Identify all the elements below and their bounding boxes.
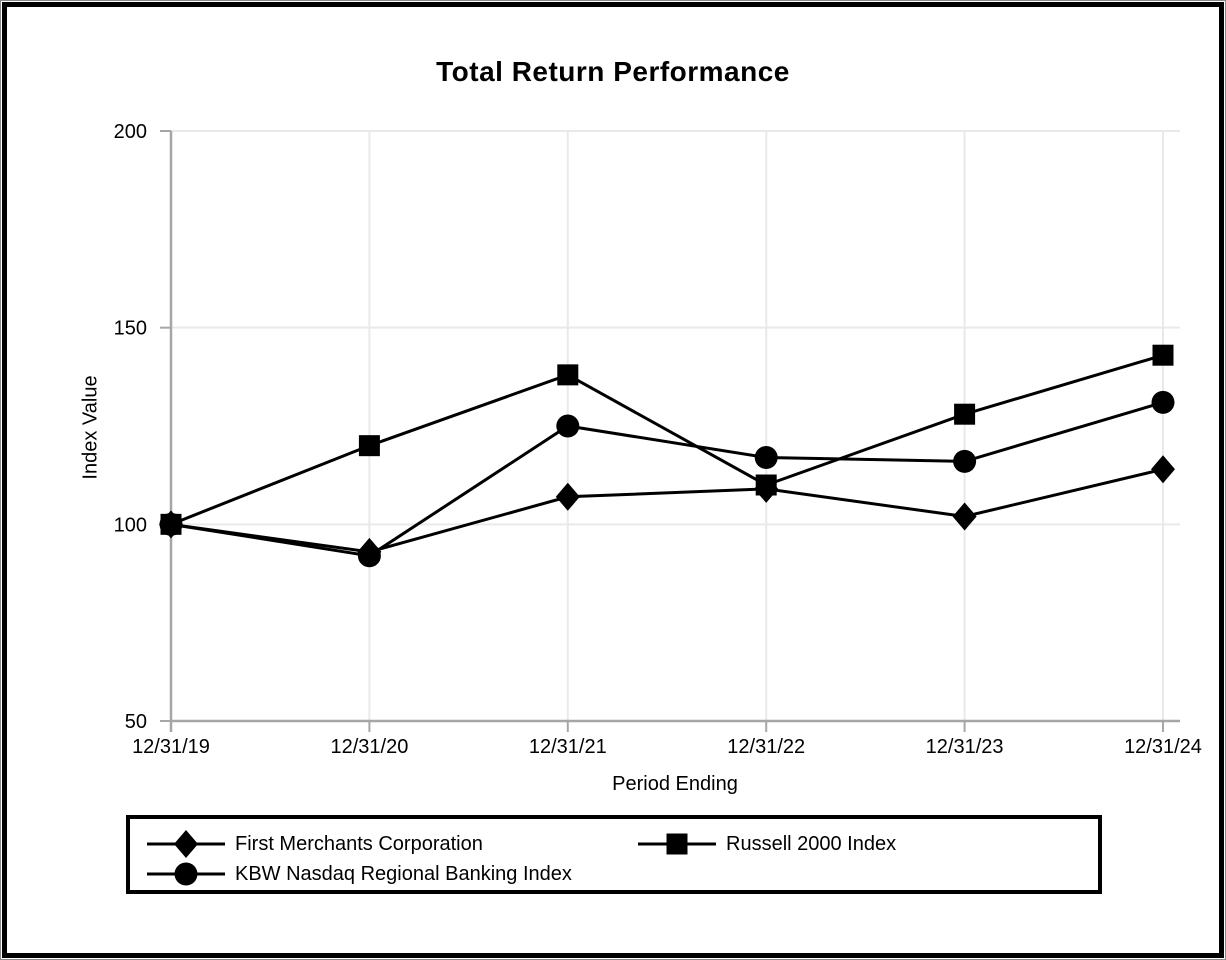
- data-point-first-merchants-corporation-12-31-24: [1151, 455, 1175, 484]
- data-point-first-merchants-corporation-12-31-21: [555, 482, 580, 511]
- series-first-merchants-corporation: [159, 455, 1175, 566]
- data-point-kbw-nasdaq-regional-banking-index-12-31-23: [953, 449, 977, 473]
- x-tick-label-12-31-21: 12/31/21: [529, 736, 607, 758]
- y-tick-label-50: 50: [125, 711, 147, 733]
- data-point-russell-2000-index-12-31-23: [954, 403, 976, 425]
- series-kbw-nasdaq-regional-banking-index: [159, 390, 1175, 568]
- series-line-first-merchants-corporation: [170, 467, 1164, 554]
- data-point-russell-2000-index-12-31-22: [755, 474, 777, 496]
- x-tick-label-12-31-24: 12/31/24: [1124, 736, 1202, 758]
- chart-title: Total Return Performance: [436, 56, 790, 87]
- circle-marker-glyph: [174, 862, 198, 886]
- legend-label-first-merchants-corporation: First Merchants Corporation: [235, 832, 483, 855]
- legend-entry-first-merchants-corporation: First Merchants Corporation: [147, 830, 638, 858]
- legend-entry-kbw-nasdaq-regional-banking-index: KBW Nasdaq Regional Banking Index: [147, 860, 638, 888]
- legend-label-kbw-nasdaq-regional-banking-index: KBW Nasdaq Regional Banking Index: [235, 862, 572, 885]
- data-point-kbw-nasdaq-regional-banking-index-12-31-22: [754, 445, 778, 469]
- y-axis-title: Index Value: [79, 375, 102, 480]
- series-russell-2000-index: [160, 344, 1174, 535]
- data-point-russell-2000-index-12-31-20: [358, 435, 380, 457]
- diamond-marker-glyph: [174, 830, 198, 858]
- series-line-russell-2000-index: [170, 353, 1164, 526]
- data-point-russell-2000-index-12-31-19: [160, 513, 182, 535]
- legend-box: First Merchants Corporation Russell 2000…: [126, 815, 1102, 894]
- x-tick-label-12-31-23: 12/31/23: [926, 736, 1004, 758]
- data-point-russell-2000-index-12-31-21: [557, 364, 579, 386]
- x-axis-title: Period Ending: [612, 773, 738, 795]
- y-tick-label-100: 100: [114, 514, 147, 536]
- data-point-kbw-nasdaq-regional-banking-index-12-31-21: [556, 414, 580, 438]
- series-line-kbw-nasdaq-regional-banking-index: [170, 400, 1164, 558]
- data-point-russell-2000-index-12-31-24: [1152, 344, 1174, 366]
- legend-label-russell-2000-index: Russell 2000 Index: [726, 832, 897, 855]
- square-marker-glyph: [666, 833, 688, 855]
- data-point-kbw-nasdaq-regional-banking-index-12-31-24: [1151, 390, 1175, 414]
- x-tick-label-12-31-20: 12/31/20: [330, 736, 408, 758]
- x-tick-label-12-31-19: 12/31/19: [132, 736, 210, 758]
- y-tick-label-150: 150: [114, 318, 147, 340]
- x-tick-label-12-31-22: 12/31/22: [727, 736, 805, 758]
- square-marker-icon: [638, 830, 716, 858]
- legend-entry-russell-2000-index: Russell 2000 Index: [638, 830, 1098, 858]
- circle-marker-icon: [147, 860, 225, 888]
- data-point-kbw-nasdaq-regional-banking-index-12-31-20: [357, 544, 381, 568]
- data-point-first-merchants-corporation-12-31-23: [952, 502, 977, 531]
- diamond-marker-icon: [147, 830, 225, 858]
- y-tick-label-200: 200: [114, 121, 147, 143]
